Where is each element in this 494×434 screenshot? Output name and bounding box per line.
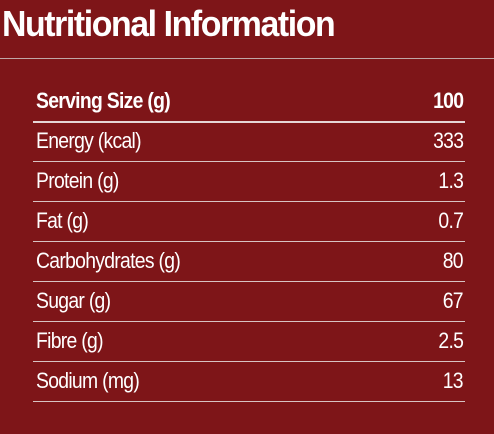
title-divider xyxy=(0,58,494,59)
nutrient-label-energy: Energy (kcal) xyxy=(36,128,142,153)
row-divider xyxy=(33,121,465,123)
nutrient-label-sugar: Sugar (g) xyxy=(36,288,111,313)
table-row: Protein (g) 1.3 xyxy=(33,164,465,204)
nutrient-value-carbohydrates: 80 xyxy=(442,248,464,273)
table-row: Fibre (g) 2.5 xyxy=(33,324,465,364)
nutrient-label-carbohydrates: Carbohydrates (g) xyxy=(36,248,181,273)
nutrient-label-fibre: Fibre (g) xyxy=(36,328,104,353)
row-divider xyxy=(33,161,465,162)
nutrient-value-sodium: 13 xyxy=(442,368,464,393)
nutrient-value-sugar: 67 xyxy=(442,288,464,313)
nutrient-value-fibre: 2.5 xyxy=(438,328,464,353)
page-title: Nutritional Information xyxy=(2,3,336,44)
table-row: Fat (g) 0.7 xyxy=(33,204,465,244)
table-row: Sodium (mg) 13 xyxy=(33,364,465,404)
row-divider xyxy=(33,361,465,362)
row-divider xyxy=(33,401,465,402)
nutrient-value-fat: 0.7 xyxy=(438,208,464,233)
nutrient-value-protein: 1.3 xyxy=(438,168,464,193)
row-divider xyxy=(33,321,465,322)
table-row: Carbohydrates (g) 80 xyxy=(33,244,465,284)
table-header-row: Serving Size (g) 100 xyxy=(33,84,465,124)
row-divider xyxy=(33,241,465,242)
nutrition-table: Serving Size (g) 100 Energy (kcal) 333 P… xyxy=(33,84,465,404)
nutrient-value-energy: 333 xyxy=(432,128,464,153)
row-divider xyxy=(33,281,465,282)
nutrient-label-sodium: Sodium (mg) xyxy=(36,368,140,393)
serving-size-value: 100 xyxy=(432,88,464,113)
table-row: Sugar (g) 67 xyxy=(33,284,465,324)
serving-size-label: Serving Size (g) xyxy=(36,88,171,113)
nutrient-label-fat: Fat (g) xyxy=(36,208,89,233)
table-row: Energy (kcal) 333 xyxy=(33,124,465,164)
nutrient-label-protein: Protein (g) xyxy=(36,168,119,193)
row-divider xyxy=(33,201,465,202)
